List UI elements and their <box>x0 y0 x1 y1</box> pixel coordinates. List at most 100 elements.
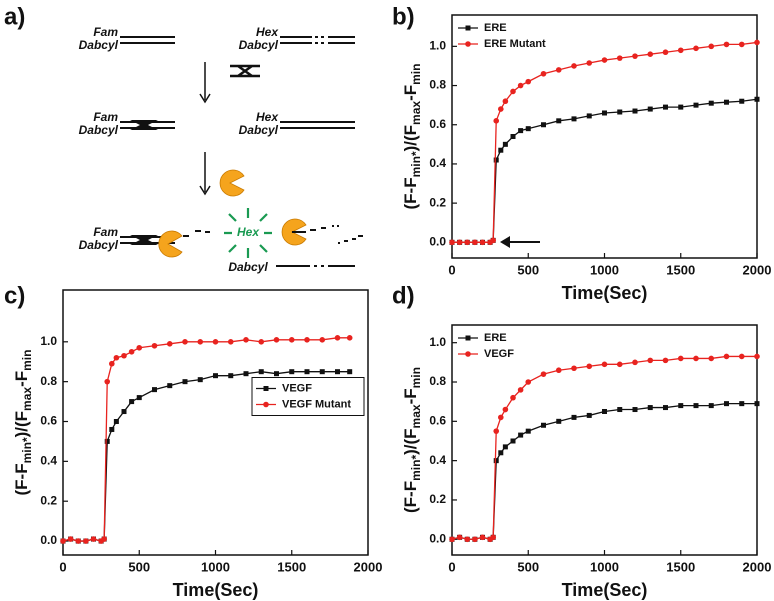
marker <box>616 361 623 368</box>
marker <box>525 379 532 385</box>
marker <box>493 428 500 434</box>
y-axis-title-part: )/(F <box>401 428 420 454</box>
marker <box>586 363 593 370</box>
marker <box>113 354 120 361</box>
marker <box>693 45 699 52</box>
crosslink <box>130 235 158 245</box>
marker <box>212 339 219 345</box>
plot-frame <box>451 14 758 259</box>
marker <box>228 373 234 379</box>
panel-label: b) <box>392 3 415 30</box>
marker <box>586 113 592 119</box>
marker <box>571 116 577 122</box>
marker <box>647 357 654 364</box>
marker <box>182 379 188 385</box>
marker <box>693 403 699 409</box>
y-tick-label: 1.0 <box>40 334 57 348</box>
y-tick-label: 0.8 <box>429 78 446 92</box>
x-tick-label: 2000 <box>354 559 383 574</box>
marker <box>498 450 504 456</box>
marker <box>104 378 111 385</box>
diagram: Fam Dabcyl Hex Dabcyl Fam Dabcyl Hex Dab… <box>79 25 363 274</box>
x-tick-label: 1000 <box>590 559 619 574</box>
marker <box>121 409 127 415</box>
marker <box>678 403 684 409</box>
duplex <box>120 36 175 44</box>
crosslinker <box>230 64 260 78</box>
marker <box>602 408 607 414</box>
marker <box>517 82 524 89</box>
plot-frame <box>62 289 369 556</box>
marker <box>465 335 471 341</box>
marker <box>601 361 608 368</box>
y-axis-title-part: )/(F <box>12 411 31 437</box>
y-tick-label: 0.8 <box>429 374 446 388</box>
marker <box>182 339 188 345</box>
marker <box>304 337 310 343</box>
marker <box>319 369 325 375</box>
label: Fam <box>93 25 118 39</box>
x-tick-label: 1500 <box>666 262 695 277</box>
panel-label: c) <box>4 282 25 309</box>
marker <box>465 25 471 31</box>
marker <box>334 335 341 341</box>
marker <box>335 369 340 375</box>
marker <box>525 428 531 434</box>
marker <box>498 414 504 421</box>
marker <box>693 102 699 108</box>
marker <box>602 110 607 116</box>
marker <box>129 399 135 405</box>
marker <box>518 128 524 134</box>
legend-label: VEGF Mutant <box>282 398 351 410</box>
series-line <box>451 355 757 540</box>
y-tick-label: 0.2 <box>40 493 57 507</box>
marker <box>113 419 119 425</box>
label: Dabcyl <box>239 123 279 137</box>
marker <box>525 126 531 132</box>
annotation-arrow-head <box>500 236 510 248</box>
marker <box>724 401 729 407</box>
marker <box>723 353 730 360</box>
marker <box>754 96 760 102</box>
marker <box>464 536 471 543</box>
marker <box>662 49 669 56</box>
marker <box>197 377 203 383</box>
marker <box>456 239 463 246</box>
x-tick-label: 0 <box>448 262 455 277</box>
marker <box>754 401 760 407</box>
x-tick-label: 500 <box>517 262 539 277</box>
marker <box>724 99 729 105</box>
marker <box>152 387 157 393</box>
marker <box>479 239 486 246</box>
marker <box>109 360 115 367</box>
marker <box>273 337 280 343</box>
marker <box>738 41 745 48</box>
marker <box>227 339 234 345</box>
y-axis-title-part: (F-F <box>401 177 420 209</box>
y-axis-title-part: min* <box>409 455 423 481</box>
marker <box>525 78 532 85</box>
marker <box>347 369 353 375</box>
marker <box>677 355 684 362</box>
marker <box>708 100 714 106</box>
y-tick-label: 0.0 <box>429 531 446 545</box>
marker <box>555 67 562 73</box>
marker <box>518 432 524 438</box>
marker <box>151 342 158 349</box>
marker <box>274 371 279 377</box>
marker <box>556 118 562 124</box>
marker <box>541 122 546 128</box>
marker <box>493 118 500 124</box>
marker <box>571 365 577 372</box>
label: Fam <box>93 110 118 124</box>
marker <box>540 371 547 377</box>
marker <box>213 373 218 379</box>
y-axis-title: (F-Fmin*)/(Fmax-Fmin <box>12 350 34 496</box>
y-axis-title-part: -F <box>401 388 420 404</box>
marker <box>754 353 760 360</box>
y-axis-title-part: )/(F <box>401 125 420 151</box>
marker <box>166 340 173 347</box>
y-tick-label: 1.0 <box>429 335 446 349</box>
marker <box>754 39 760 46</box>
marker <box>289 369 295 375</box>
